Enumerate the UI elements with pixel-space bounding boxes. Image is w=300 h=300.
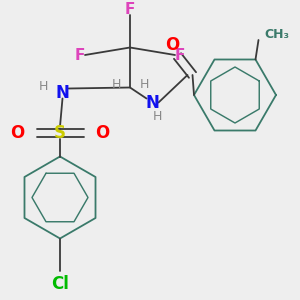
Text: H: H <box>39 80 48 93</box>
Text: Cl: Cl <box>51 275 69 293</box>
Text: H: H <box>139 79 149 92</box>
Text: CH₃: CH₃ <box>264 28 289 40</box>
Text: F: F <box>175 47 185 62</box>
Text: N: N <box>146 94 159 112</box>
Text: O: O <box>165 36 180 54</box>
Text: O: O <box>11 124 25 142</box>
Text: O: O <box>95 124 110 142</box>
Text: H: H <box>153 110 162 123</box>
Text: H: H <box>111 79 121 92</box>
Text: F: F <box>75 47 85 62</box>
Text: N: N <box>56 83 69 101</box>
Text: S: S <box>54 124 66 142</box>
Text: F: F <box>125 2 135 17</box>
